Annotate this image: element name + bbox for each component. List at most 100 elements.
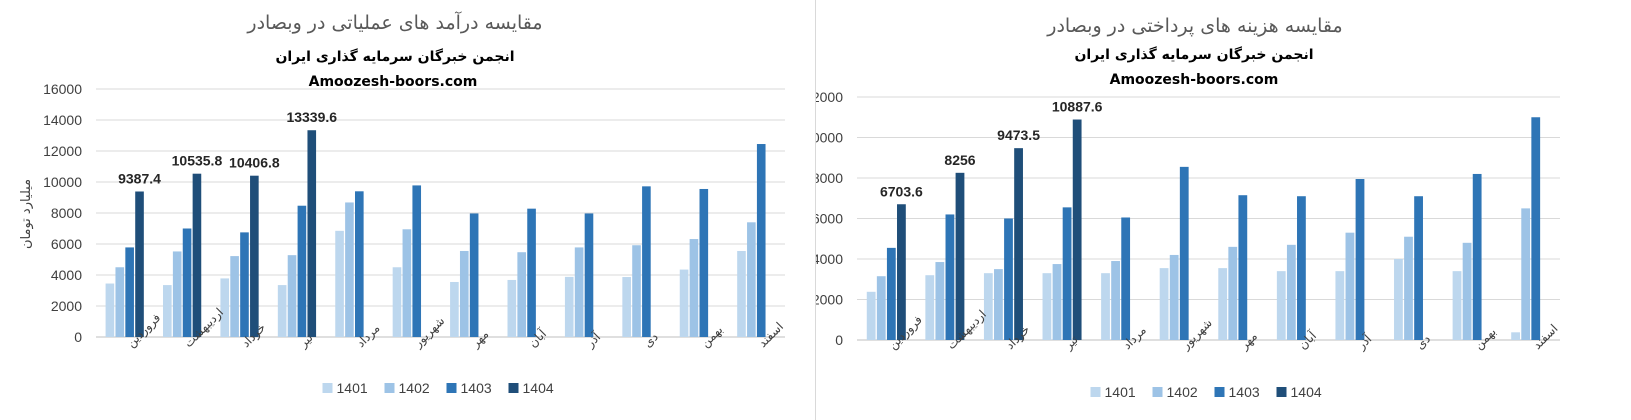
bar-1403 — [297, 205, 307, 337]
bar-1403 — [527, 208, 536, 337]
bar-1402 — [876, 276, 886, 340]
y-tick-label: 16000 — [43, 81, 82, 97]
bar-1403 — [1531, 117, 1541, 340]
legend-swatch — [1276, 387, 1287, 397]
bar-1403 — [1004, 218, 1013, 340]
bar-1402 — [1052, 264, 1062, 340]
data-label: 10406.8 — [229, 155, 280, 171]
chart-title: مقایسه هزینه های پرداختی در وبصادر — [1046, 15, 1342, 37]
bar-1402 — [230, 256, 239, 337]
data-label: 8256 — [944, 152, 975, 168]
bar-1403 — [1355, 179, 1365, 340]
bar-1403 — [1062, 207, 1072, 340]
y-tick-label: 4000 — [816, 251, 843, 267]
data-label: 13339.6 — [286, 109, 337, 125]
legend-swatch — [384, 383, 395, 393]
bar-1401 — [450, 281, 459, 337]
y-tick-label: 6000 — [816, 211, 843, 227]
bar-1404 — [897, 204, 906, 340]
bar-1403 — [469, 213, 479, 337]
legend-label: 1404 — [523, 380, 554, 396]
data-label: 10887.6 — [1052, 99, 1103, 115]
bar-1401 — [679, 269, 689, 337]
bar-1401 — [277, 285, 287, 337]
y-axis-label: میلیارد تومان — [19, 179, 34, 249]
data-labels: 9387.4 10535.8 10406.8 13339.6 — [118, 109, 337, 186]
bar-1402 — [1462, 242, 1472, 340]
bar-1403 — [182, 228, 192, 337]
bar-1403 — [756, 144, 766, 337]
bar-1402 — [1286, 244, 1296, 340]
bar-1401 — [737, 250, 746, 337]
bar-1404 — [250, 175, 259, 337]
bar-1401 — [105, 283, 115, 337]
bar-1403 — [1414, 196, 1423, 340]
bar-1402 — [632, 245, 641, 337]
bar-1401 — [622, 277, 631, 337]
chart-title: مقایسه درآمد های عملیاتی در وبصادر — [246, 10, 542, 34]
bar-1403 — [1297, 196, 1306, 340]
bar-1401 — [866, 291, 876, 340]
bar-1401 — [1394, 259, 1403, 340]
bar-1402 — [935, 262, 945, 340]
y-tick-label: 10000 — [43, 174, 82, 190]
data-label: 9473.5 — [997, 127, 1040, 143]
bar-1401 — [1218, 268, 1228, 340]
legend-label: 1403 — [461, 380, 492, 396]
bar-1402 — [994, 269, 1003, 340]
bar-1402 — [115, 267, 125, 337]
y-tick-label: 2000 — [816, 292, 843, 308]
y-tick-label: 0 — [74, 329, 82, 345]
bar-1402 — [402, 229, 412, 337]
income-chart-panel: مقایسه درآمد های عملیاتی در وبصادر انجمن… — [0, 0, 815, 420]
y-tick-label: 0 — [835, 332, 843, 348]
bar-1402 — [1521, 208, 1531, 340]
bar-1402 — [689, 239, 699, 337]
legend-label: 1403 — [1229, 384, 1260, 400]
bar-1401 — [335, 230, 344, 337]
data-labels: 6703.6 8256 9473.5 10887.6 — [880, 99, 1103, 200]
legend-swatch — [1090, 387, 1101, 397]
legend-label: 1401 — [1105, 384, 1136, 400]
bar-1401 — [564, 276, 574, 337]
bar-1402 — [459, 250, 469, 337]
data-label: 9387.4 — [118, 170, 161, 186]
chart-subtitle: انجمن خبرگان سرمایه گذاری ایران — [1074, 46, 1313, 63]
legend: 1401 1402 1403 1404 — [322, 380, 554, 396]
bar-1404 — [135, 191, 144, 337]
bar-1401 — [392, 267, 402, 337]
bar-1401 — [1101, 273, 1110, 340]
bar-1403 — [1179, 166, 1189, 340]
legend-swatch — [322, 383, 333, 393]
bar-1402 — [747, 222, 756, 337]
y-tick-label: 4000 — [51, 267, 82, 283]
bar-1403 — [699, 188, 709, 337]
bar-1402 — [287, 255, 297, 337]
expense-chart: مقایسه هزینه های پرداختی در وبصادر انجمن… — [816, 15, 1561, 400]
y-tick-label: 8000 — [816, 170, 843, 186]
data-label: 10535.8 — [172, 153, 223, 169]
y-axis-ticks: 0 2000 4000 6000 8000 10000 12000 — [816, 89, 843, 348]
bar-1403 — [642, 186, 651, 337]
legend-label: 1404 — [1291, 384, 1322, 400]
bar-1401 — [1276, 271, 1286, 340]
bar-1402 — [1404, 236, 1413, 340]
bar-1401 — [1042, 273, 1052, 340]
panel-divider — [815, 0, 816, 420]
bar-1404 — [1014, 148, 1023, 340]
bar-1402 — [517, 252, 526, 337]
bar-1403 — [125, 247, 134, 337]
bar-1404 — [307, 130, 317, 337]
legend-swatch — [1152, 387, 1163, 397]
legend: 1401 1402 1403 1404 — [1090, 384, 1322, 400]
bar-1404 — [1072, 119, 1082, 341]
y-tick-label: 12000 — [43, 143, 82, 159]
bar-1403 — [1238, 195, 1248, 340]
y-tick-label: 6000 — [51, 236, 82, 252]
bar-1401 — [1159, 268, 1169, 340]
bar-1403 — [355, 191, 364, 337]
bars — [105, 130, 766, 337]
bar-1402 — [1169, 254, 1179, 340]
bar-1403 — [240, 232, 249, 337]
legend-label: 1402 — [1167, 384, 1198, 400]
